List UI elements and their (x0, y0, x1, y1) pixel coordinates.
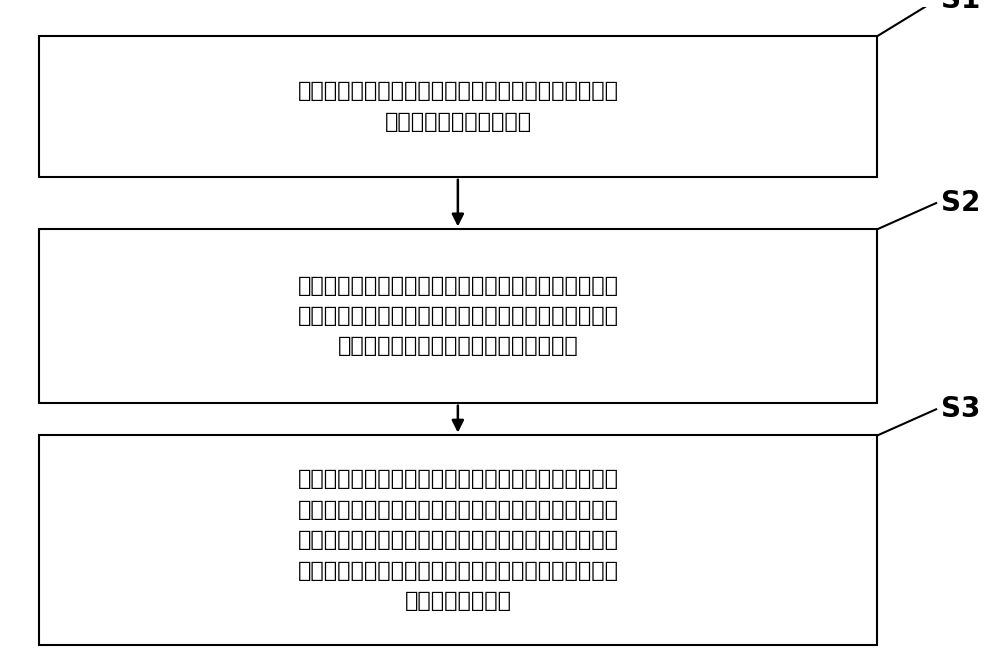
Bar (39, 436, 877, 645)
Bar (39, 36, 877, 177)
Text: 在预定时间内向注气井内注入空气，以使得所述注气井
与用于采油的生产井连通: 在预定时间内向注气井内注入空气，以使得所述注气井 与用于采油的生产井连通 (298, 81, 619, 132)
Text: S2: S2 (941, 189, 980, 217)
Text: S3: S3 (941, 395, 980, 424)
Bar (39, 229, 877, 403)
Text: 向所述注气井内注入油污泥，对吸气量大的油层进行调
剖，以使得所述油污泥中的黏土封堵所述注气井中的气
窜孔道，所述油污泥中的油辅助油层燃烧: 向所述注气井内注入油污泥，对吸气量大的油层进行调 剖，以使得所述油污泥中的黏土封… (298, 276, 619, 357)
Text: S1: S1 (941, 0, 980, 14)
Text: 对所述注气井进行注气点火，以使所述注气井在火驱油
层的同时使所述油污泥中的黏土烧结后形成附着在所述
注气井外的人工井壁；以使所述油污泥中的油燃烧后生
成气体，从: 对所述注气井进行注气点火，以使所述注气井在火驱油 层的同时使所述油污泥中的黏土烧… (298, 470, 619, 611)
